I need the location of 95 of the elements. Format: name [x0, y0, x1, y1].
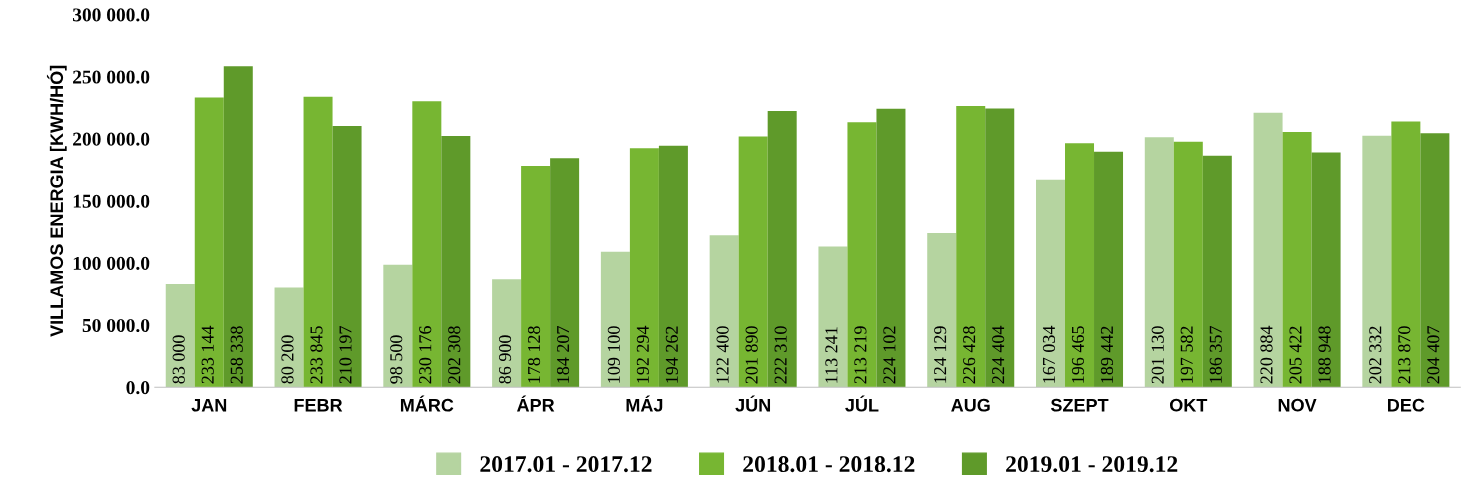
data-label: 222 310	[774, 326, 787, 384]
bar	[303, 96, 333, 388]
bar	[876, 108, 906, 388]
legend-label: 2019.01 - 2019.12	[1006, 456, 1178, 473]
data-label: 201 130	[1151, 326, 1164, 384]
bar	[1144, 137, 1174, 388]
data-label: 197 582	[1180, 326, 1193, 383]
bar	[738, 136, 768, 388]
data-label: 224 102	[883, 326, 896, 384]
bar	[927, 233, 957, 388]
data-label: 194 262	[665, 326, 678, 383]
bar	[709, 235, 739, 388]
x-tick-label: MÁRC	[400, 395, 454, 412]
data-label: 188 948	[1318, 326, 1331, 383]
data-label: 230 176	[419, 326, 432, 384]
bar	[1065, 143, 1095, 388]
bar	[956, 105, 986, 388]
data-label: 86 900	[498, 335, 512, 384]
bar	[1173, 141, 1203, 388]
data-label: 258 338	[230, 326, 243, 384]
bar	[383, 264, 413, 388]
data-label: 196 465	[1071, 326, 1085, 383]
bar	[1391, 121, 1421, 388]
data-label: 98 500	[390, 335, 403, 384]
data-label: 213 219	[854, 326, 867, 384]
data-label: 204 407	[1427, 326, 1440, 384]
bar	[1094, 151, 1124, 388]
data-label: 184 207	[556, 326, 570, 383]
data-label: 213 870	[1398, 326, 1411, 384]
data-label: 202 308	[448, 326, 461, 384]
bar	[441, 135, 471, 388]
x-tick-label: MÁJ	[626, 395, 663, 412]
data-label: 220 884	[1260, 325, 1273, 384]
bar	[1420, 133, 1450, 388]
x-tick-label: JÚN	[735, 395, 771, 412]
bar	[223, 66, 253, 388]
y-tick-label: 200 000.0	[73, 132, 150, 146]
bar	[274, 287, 304, 388]
bar	[767, 111, 797, 388]
bar	[1311, 152, 1341, 388]
data-label: 167 034	[1042, 325, 1056, 383]
bar	[1253, 112, 1283, 388]
data-label: 224 404	[992, 325, 1005, 384]
y-tick-label: 100 000.0	[73, 256, 150, 270]
bar	[1362, 135, 1392, 388]
y-axis-title: VILLAMOS ENERGIA [KWH/HÓ]	[46, 65, 67, 337]
bar	[1202, 155, 1232, 388]
bar	[600, 251, 630, 388]
bar	[194, 97, 224, 388]
x-tick-label: FEBR	[294, 398, 343, 412]
bar	[1036, 179, 1066, 388]
data-label: 189 442	[1100, 326, 1114, 383]
y-tick-label: 50 000.0	[82, 318, 150, 333]
bar	[412, 101, 442, 388]
data-label: 210 197	[339, 326, 352, 384]
legend-label: 2017.01 - 2017.12	[480, 456, 652, 473]
bar	[985, 108, 1015, 388]
data-label: 186 357	[1209, 326, 1222, 383]
data-label: 113 241	[825, 327, 838, 383]
bar	[1282, 132, 1312, 388]
legend-label: 2018.01 - 2018.12	[743, 456, 915, 473]
x-tick-label: SZEPT	[1050, 398, 1109, 412]
data-label: 83 000	[172, 335, 185, 384]
data-label: 233 845	[310, 326, 323, 384]
data-label: 202 332	[1369, 326, 1382, 384]
data-label: 233 144	[201, 325, 214, 384]
x-tick-label: AUG	[951, 398, 990, 412]
x-tick-label: JÚL	[845, 395, 879, 412]
y-tick-label: 150 000.0	[73, 194, 150, 208]
bar	[629, 148, 659, 388]
y-tick-label: 250 000.0	[73, 70, 150, 84]
x-tick-label: OKT	[1169, 398, 1208, 412]
bar	[550, 158, 580, 388]
data-label: 109 100	[607, 326, 620, 383]
data-label: 205 422	[1289, 326, 1302, 384]
y-tick-label: 300 000.0	[72, 8, 150, 22]
x-tick-label: NOV	[1278, 398, 1317, 412]
bar	[165, 284, 195, 388]
y-tick-label: 0.0	[126, 381, 150, 395]
data-label: 226 428	[963, 326, 976, 384]
bar	[658, 145, 688, 388]
bar	[332, 126, 362, 388]
bar	[492, 279, 522, 388]
data-label: 192 294	[636, 325, 649, 383]
bar	[521, 165, 551, 388]
data-label: 80 200	[281, 335, 294, 384]
x-tick-label: JAN	[191, 398, 227, 412]
data-label: 122 400	[716, 326, 729, 383]
data-label: 124 129	[934, 326, 947, 383]
data-label: 201 890	[745, 326, 758, 384]
bar	[818, 246, 848, 388]
bar	[847, 122, 877, 388]
x-tick-label: ÁPR	[517, 395, 555, 412]
data-label: 178 128	[527, 326, 541, 383]
x-tick-label: DEC	[1388, 398, 1425, 412]
